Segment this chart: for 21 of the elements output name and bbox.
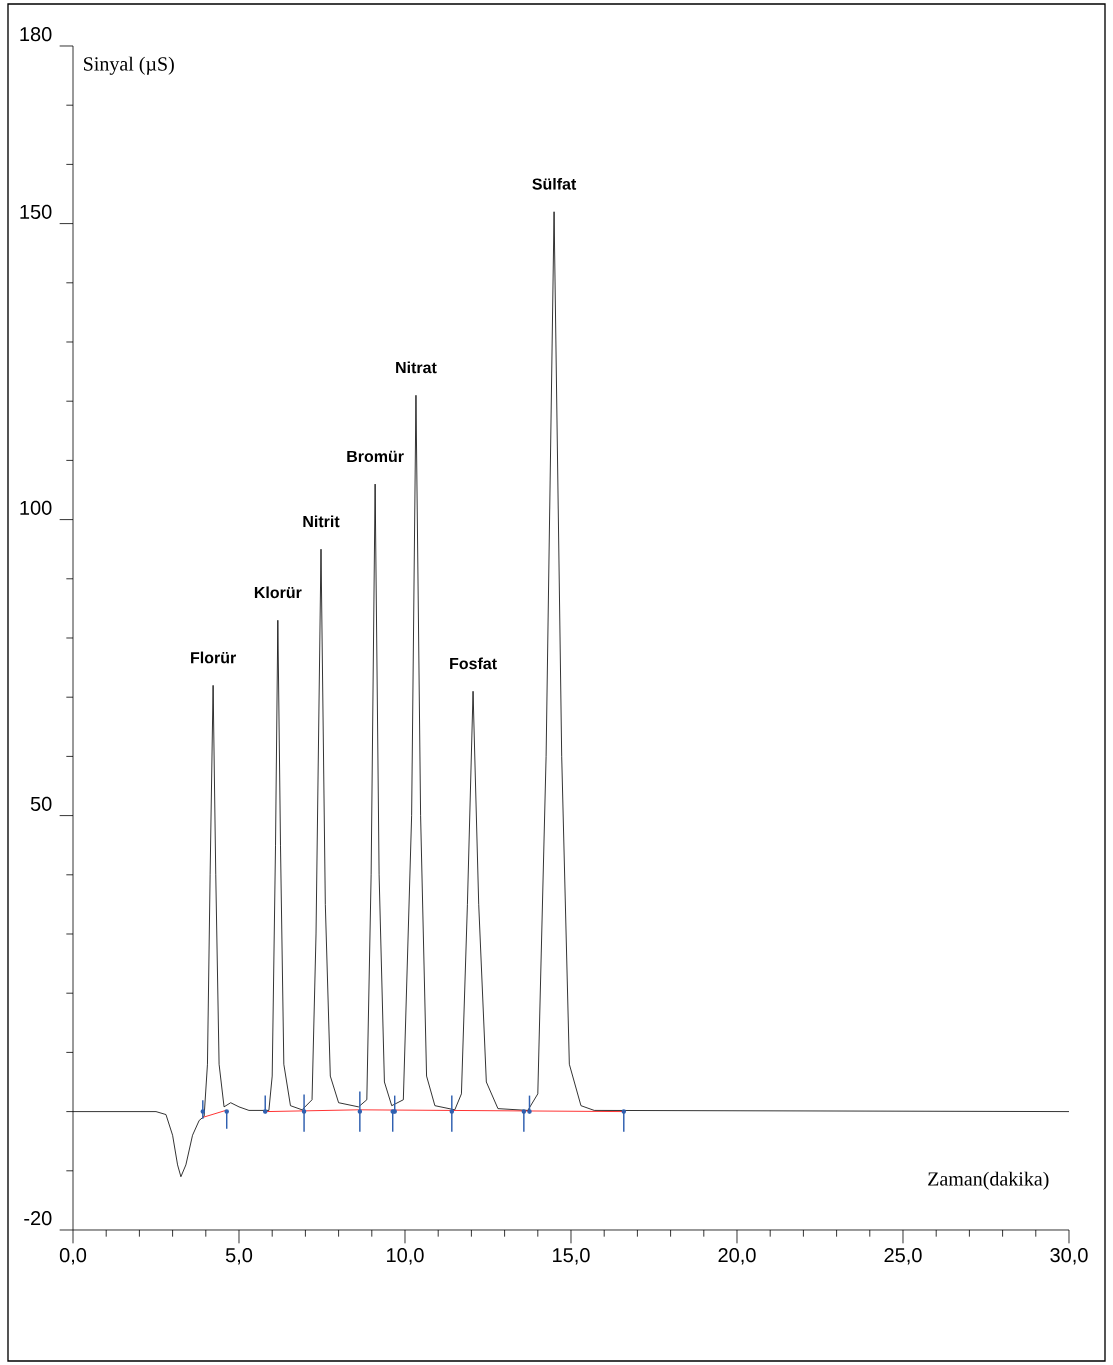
y-tick-label: 100 bbox=[20, 500, 52, 515]
x-axis-title: Zaman(dakika) bbox=[928, 1171, 1049, 1190]
x-tick-label: 0,0 bbox=[59, 1248, 87, 1265]
annotation: Nitrit bbox=[303, 515, 340, 528]
annotation: Sülfat bbox=[532, 177, 577, 190]
y-tick-label: 180 bbox=[20, 27, 52, 42]
x-tick-label: 25,0 bbox=[884, 1248, 922, 1265]
x-tick-label: 30,0 bbox=[1050, 1248, 1088, 1265]
annotation: Fosfat bbox=[450, 657, 497, 670]
x-tick-label: 20,0 bbox=[718, 1248, 756, 1265]
x-tick-label: 5,0 bbox=[225, 1248, 253, 1265]
x-tick-label: 15,0 bbox=[553, 1248, 590, 1265]
y-tick-label: -20 bbox=[24, 1211, 52, 1226]
y-axis-title: Sinyal (µS) bbox=[84, 56, 174, 75]
y-tick-label: 150 bbox=[20, 204, 52, 219]
annotation: Bromür bbox=[347, 450, 404, 463]
x-tick-label: 10,0 bbox=[387, 1248, 424, 1265]
annotation: Florür bbox=[191, 651, 236, 664]
annotation: Nitrat bbox=[396, 361, 437, 374]
annotation: Klorür bbox=[254, 586, 302, 599]
y-tick-label: 50 bbox=[30, 796, 52, 811]
